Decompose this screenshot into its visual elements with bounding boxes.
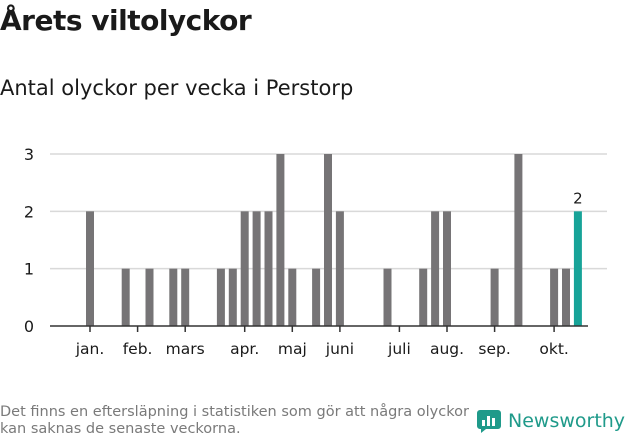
bar xyxy=(181,268,190,326)
bar xyxy=(228,268,237,326)
data-label: 2 xyxy=(573,189,583,207)
newsworthy-logo-icon xyxy=(477,410,501,433)
bar xyxy=(169,268,178,326)
x-tick-label: juni xyxy=(325,340,354,358)
bar xyxy=(431,211,440,326)
chart-title: Årets viltolyckor xyxy=(0,4,252,37)
x-tick-label: maj xyxy=(278,340,307,358)
bar xyxy=(312,268,321,326)
y-tick-label: 2 xyxy=(24,202,34,221)
chart-subtitle: Antal olyckor per vecka i Perstorp xyxy=(0,76,354,100)
x-tick-label: apr. xyxy=(230,340,259,358)
bar xyxy=(490,268,499,326)
highlighted-bar xyxy=(573,211,582,326)
footnote: Det finns en eftersläpning i statistiken… xyxy=(0,404,469,437)
bar xyxy=(383,268,392,326)
bar xyxy=(216,268,225,326)
bar xyxy=(419,268,428,326)
bar xyxy=(324,154,332,326)
bar xyxy=(288,268,297,326)
bar xyxy=(550,268,559,326)
bar xyxy=(264,211,273,326)
newsworthy-brand[interactable]: Newsworthy xyxy=(476,408,625,434)
bar xyxy=(145,268,154,326)
bar xyxy=(121,268,130,326)
x-tick-label: juli xyxy=(387,340,411,358)
x-tick-label: okt. xyxy=(539,340,568,358)
bar-chart: 0 1 2 3 2 jan. feb. mars apr. maj juni juli aug. sep.… xyxy=(24,145,607,358)
bar xyxy=(514,154,523,326)
y-tick-label: 1 xyxy=(24,260,34,279)
x-tick-label: aug. xyxy=(430,340,464,358)
x-tick-label: sep. xyxy=(478,340,510,358)
x-tick-label: mars xyxy=(166,340,205,358)
y-tick-label: 0 xyxy=(24,317,34,336)
bar xyxy=(252,211,261,326)
bar xyxy=(335,211,344,326)
x-tick-label: feb. xyxy=(123,340,153,358)
x-tick-label: jan. xyxy=(75,340,105,358)
bar xyxy=(443,211,451,326)
bar xyxy=(86,211,94,326)
bar xyxy=(240,211,249,326)
bar xyxy=(562,268,570,326)
bar xyxy=(276,154,285,326)
y-tick-label: 3 xyxy=(24,145,34,164)
brand-name: Newsworthy xyxy=(508,410,626,432)
